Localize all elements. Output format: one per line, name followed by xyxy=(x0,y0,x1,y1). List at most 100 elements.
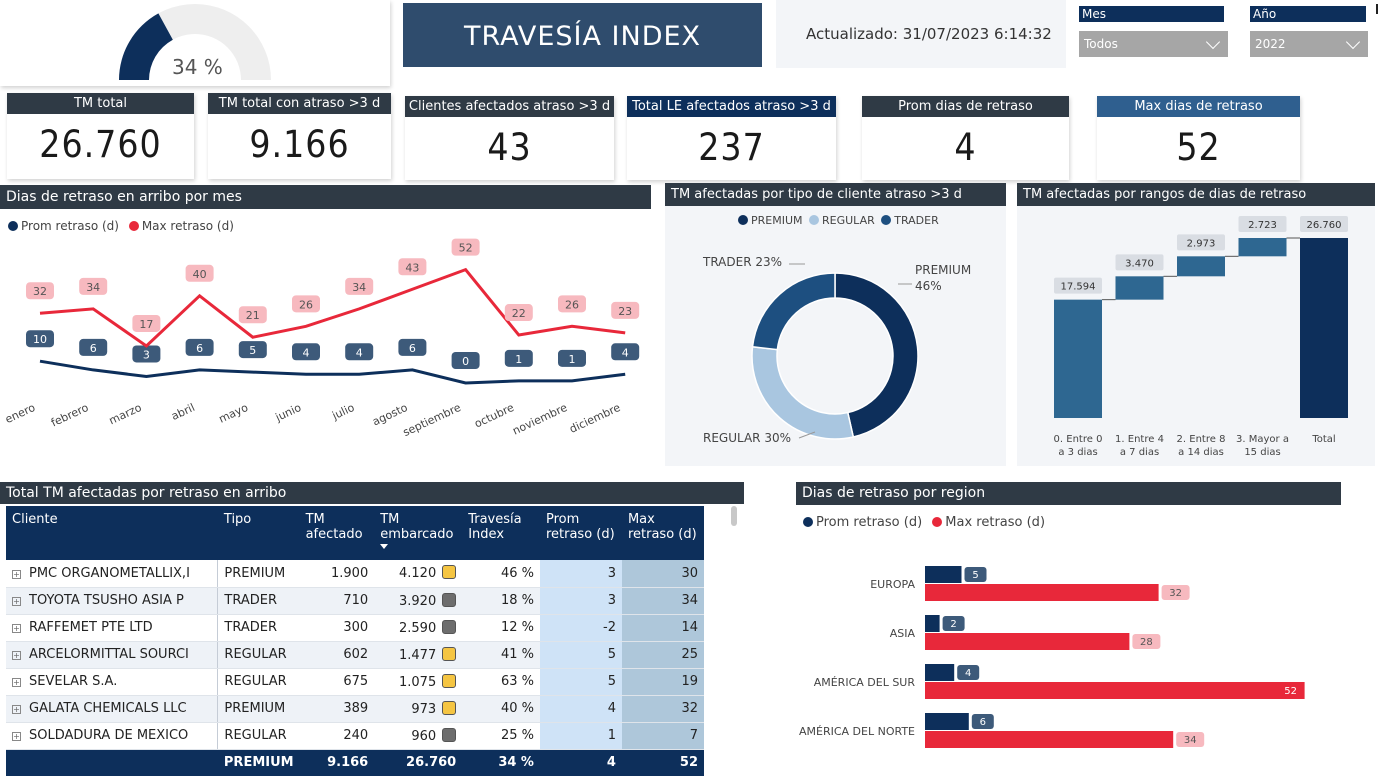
col-tipo[interactable]: Tipo xyxy=(217,506,300,560)
slice-label-premium-pct: 46% xyxy=(915,279,942,293)
table-scrollbar[interactable] xyxy=(731,506,737,526)
updated-panel: Actualizado: 31/07/2023 6:14:32 xyxy=(776,0,1066,68)
col-tm-embarcado[interactable]: TM embarcado xyxy=(374,506,463,560)
tm-embarcado-value: 4.120 xyxy=(399,566,437,582)
y-category-label: ASIA xyxy=(890,627,916,640)
data-label-bg xyxy=(292,343,320,361)
data-label: 17 xyxy=(132,314,161,332)
data-label-text: 34 xyxy=(1184,735,1197,746)
cell-tipo: REGULAR xyxy=(217,668,300,696)
table-row[interactable]: + TOYOTA TSUSHO ASIA P TRADER 710 3.920 18 % 3… xyxy=(6,587,704,615)
data-label-bg xyxy=(238,341,267,359)
expand-icon[interactable]: + xyxy=(12,624,21,633)
cliente-name: PMC ORGANOMETALLIX,I xyxy=(29,565,190,581)
data-label-bg xyxy=(1054,277,1102,294)
expand-icon[interactable]: + xyxy=(12,732,21,741)
x-tick-label: 1. Entre 4 xyxy=(1115,434,1164,445)
table-row[interactable]: + PMC ORGANOMETALLIX,I PREMIUM 1.900 4.120 46… xyxy=(6,560,704,588)
cell-max-retraso: 25 xyxy=(621,641,704,669)
mes-filter-value: Todos xyxy=(1084,37,1118,51)
x-tick-label: 15 dias xyxy=(1244,447,1280,458)
x-tick-label: septiembre xyxy=(401,401,463,439)
data-label: 2.723 xyxy=(1238,216,1287,232)
table-row[interactable]: + SEVELAR S.A. REGULAR 675 1.075 63 % 5 19 xyxy=(6,668,704,696)
cell-tm-afectado: 300 xyxy=(299,614,375,642)
cell-tm-afectado: 1.900 xyxy=(299,560,375,588)
col-travesia-index-label: Travesía Index xyxy=(468,512,522,542)
data-label-bg xyxy=(504,304,533,322)
col-travesia-index[interactable]: Travesía Index xyxy=(462,506,540,560)
data-label: 4 xyxy=(292,343,320,361)
cell-max-retraso: 14 xyxy=(621,614,704,642)
table-row[interactable]: + ARCELORMITTAL SOURCI REGULAR 602 1.477 41 %… xyxy=(6,641,704,669)
cell-tipo: REGULAR xyxy=(217,641,300,669)
col-tm-afectado[interactable]: TM afectado xyxy=(299,506,375,560)
status-light-icon xyxy=(442,727,457,742)
data-label-bg xyxy=(964,567,987,582)
expand-icon[interactable]: + xyxy=(12,651,21,660)
chevron-down-icon xyxy=(1345,34,1361,50)
expand-icon[interactable]: + xyxy=(12,597,21,606)
kpi-value: 52 xyxy=(1176,126,1221,169)
data-label-text: 26 xyxy=(565,298,579,311)
expand-icon[interactable]: + xyxy=(12,569,21,579)
cell-total-cliente xyxy=(6,749,218,776)
table-row[interactable]: + RAFFEMET PTE LTD TRADER 300 2.590 12 % -2 14 xyxy=(6,614,704,642)
data-label-text: 17 xyxy=(139,318,153,331)
data-label-text: 5 xyxy=(249,344,256,357)
col-max-retraso[interactable]: Max retraso (d) xyxy=(621,506,704,560)
table-row[interactable]: + GALATA CHEMICALS LLC PREMIUM 389 973 40 % 4 3… xyxy=(6,695,704,723)
data-label-text: 2.973 xyxy=(1187,238,1216,249)
data-label-bg xyxy=(345,343,374,361)
y-category-label: AMÉRICA DEL SUR xyxy=(814,676,916,689)
legend-dot-regular xyxy=(809,215,820,225)
slice-label-trader: TRADER 23% xyxy=(702,255,782,269)
cell-travesia-index: 25 % xyxy=(462,722,540,750)
x-tick-label: agosto xyxy=(370,401,409,429)
data-label-text: 6 xyxy=(980,717,986,728)
x-tick-label: a 3 dias xyxy=(1058,447,1097,458)
status-light-icon xyxy=(442,565,457,580)
expand-icon[interactable]: + xyxy=(12,678,21,687)
col-tm-embarcado-label: TM embarcado xyxy=(380,512,454,542)
kpi-card-le: Total LE afectados atraso >3 d 237 xyxy=(627,96,836,180)
x-tick-label: julio xyxy=(329,401,356,423)
data-label: 0 xyxy=(451,352,480,369)
table-row[interactable]: + SOLDADURA DE MEXICO REGULAR 240 960 25 % 1 7 xyxy=(6,722,704,750)
table-title: Total TM afectadas por retraso en arribo xyxy=(0,482,744,504)
data-label-bg xyxy=(26,330,54,348)
cell-tipo: REGULAR xyxy=(217,722,300,750)
monthly-line-chart: 10 6 3 6 5 4 4 6 0 1 1 4 32 34 17 40 21 26 34 43 52 22 26 23 ene… xyxy=(3,238,640,439)
status-light-icon xyxy=(442,646,457,661)
data-label-text: 26 xyxy=(299,298,313,311)
x-tick-label: enero xyxy=(3,401,37,426)
cell-cliente: + SOLDADURA DE MEXICO xyxy=(6,722,218,750)
tm-embarcado-value: 1.075 xyxy=(399,674,437,690)
data-label-bg xyxy=(942,616,965,631)
cell-tm-afectado: 240 xyxy=(299,722,375,750)
cell-cliente: + TOYOTA TSUSHO ASIA P xyxy=(6,587,218,615)
donut-chart: PREMIUM 46% TRADER 23% REGULAR 30% xyxy=(702,255,971,445)
anio-filter-dropdown[interactable]: 2022 xyxy=(1250,31,1368,57)
legend-dot-prom xyxy=(8,221,18,231)
bar-prom xyxy=(925,664,955,681)
cell-travesia-index: 12 % xyxy=(462,614,540,642)
expand-icon[interactable]: + xyxy=(12,705,21,714)
cell-total-tipo: PREMIUM xyxy=(217,749,300,776)
cell-cliente: + RAFFEMET PTE LTD xyxy=(6,614,218,642)
cell-tm-embarcado: 2.590 xyxy=(374,614,463,642)
gauge-chart xyxy=(119,4,271,80)
data-label-bg xyxy=(1177,234,1225,251)
cell-travesia-index: 41 % xyxy=(462,641,540,669)
data-label-bg xyxy=(345,277,374,295)
data-label-text: 26.760 xyxy=(1307,220,1342,231)
tm-embarcado-value: 973 xyxy=(411,701,437,717)
col-prom-retraso[interactable]: Prom retraso (d) xyxy=(539,506,622,560)
col-cliente[interactable]: Cliente xyxy=(6,506,218,560)
cell-travesia-index: 18 % xyxy=(462,587,540,615)
data-label: 34 xyxy=(1176,732,1205,747)
legend-max-label: Max retraso (d) xyxy=(141,219,234,233)
mes-filter-dropdown[interactable]: Todos xyxy=(1079,31,1228,57)
cell-total-tm-afectado: 9.166 xyxy=(299,749,375,776)
data-label-bg xyxy=(451,352,480,369)
